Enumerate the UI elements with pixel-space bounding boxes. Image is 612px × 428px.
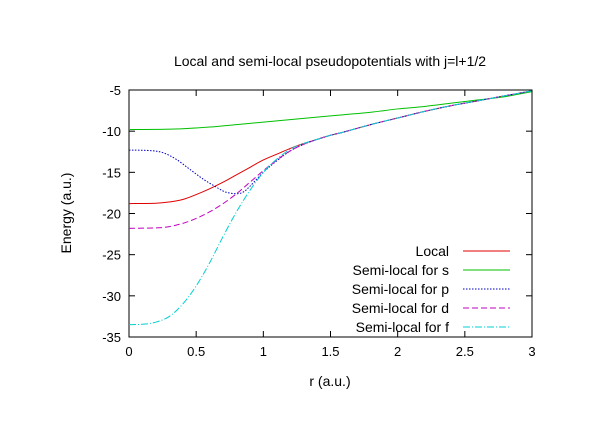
x-tick-label: 1 xyxy=(260,344,267,359)
y-tick-label: -5 xyxy=(109,83,121,98)
plot-frame xyxy=(128,89,533,338)
series-line-3 xyxy=(128,90,533,229)
y-tick-label: -35 xyxy=(102,330,121,345)
legend-label-0: Local xyxy=(416,243,449,259)
series-line-4 xyxy=(128,90,533,326)
series-layer xyxy=(128,90,533,326)
x-axis-label: r (a.u.) xyxy=(309,373,350,389)
legend-label-4: Semi-local for f xyxy=(356,319,449,335)
x-tick-label: 0 xyxy=(125,344,132,359)
y-tick-label: -15 xyxy=(102,165,121,180)
x-tick-label: 3 xyxy=(528,344,535,359)
x-tick-label: 1.5 xyxy=(321,344,339,359)
y-tick-label: -30 xyxy=(102,289,121,304)
y-axis-label: Energy (a.u.) xyxy=(58,173,74,254)
y-tick-label: -10 xyxy=(102,124,121,139)
legend-label-2: Semi-local for p xyxy=(352,281,449,297)
y-tick-label: -20 xyxy=(102,207,121,222)
series-line-2 xyxy=(128,90,533,195)
series-line-1 xyxy=(128,91,533,131)
ticks-layer: 0 0.5 1 1.5 2 2.5 3 -35 -30 -25 -20 -15 -10 -5 xyxy=(102,83,535,359)
legend-label-1: Semi-local for s xyxy=(353,262,449,278)
legend-label-3: Semi-local for d xyxy=(352,300,449,316)
x-tick-label: 0.5 xyxy=(187,344,205,359)
x-tick-label: 2 xyxy=(394,344,401,359)
chart-title: Local and semi-local pseudopotentials wi… xyxy=(174,53,486,69)
x-tick-label: 2.5 xyxy=(456,344,474,359)
legend: Local Semi-local for s Semi-local for p Sem… xyxy=(352,243,510,335)
y-tick-label: -25 xyxy=(102,248,121,263)
series-line-0 xyxy=(128,90,533,205)
